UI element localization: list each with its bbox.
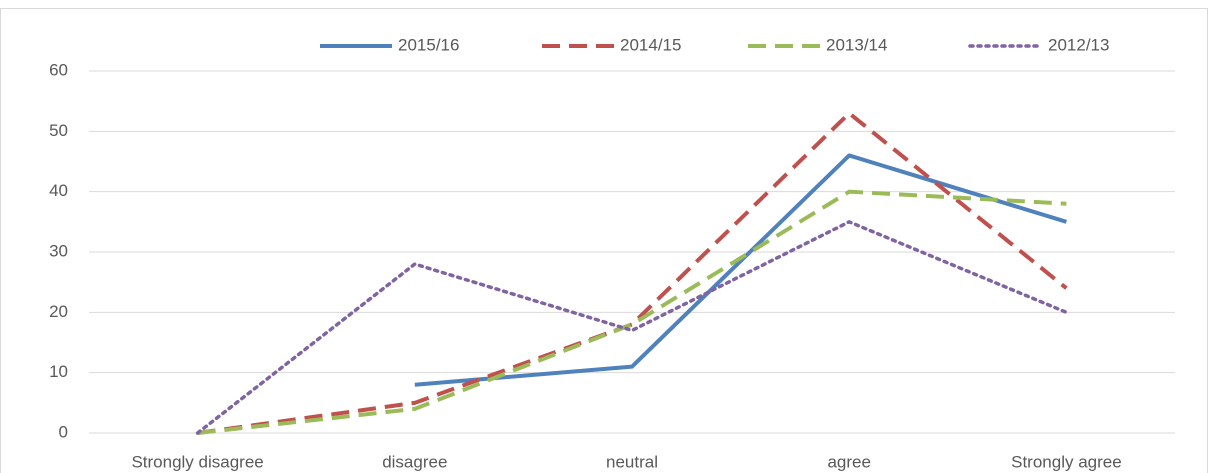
x-tick-label: neutral bbox=[606, 452, 658, 471]
legend-label: 2015/16 bbox=[398, 35, 459, 54]
series-line bbox=[197, 189, 1067, 435]
y-tick-label: 60 bbox=[49, 60, 68, 79]
series-line bbox=[414, 153, 1067, 387]
legend-label: 2012/13 bbox=[1048, 35, 1109, 54]
y-tick-label: 40 bbox=[49, 181, 68, 200]
x-tick-label: Strongly agree bbox=[1011, 452, 1122, 471]
series-line bbox=[197, 111, 1068, 435]
x-tick-label: Strongly disagree bbox=[131, 452, 263, 471]
legend-label: 2014/15 bbox=[620, 35, 681, 54]
x-tick-label: disagree bbox=[382, 452, 447, 471]
y-tick-label: 30 bbox=[49, 241, 68, 260]
y-tick-label: 20 bbox=[49, 302, 68, 321]
legend-label: 2013/14 bbox=[826, 35, 887, 54]
chart-frame bbox=[0, 8, 1208, 473]
y-tick-label: 10 bbox=[49, 362, 68, 381]
y-tick-label: 50 bbox=[49, 121, 68, 140]
x-tick-label: agree bbox=[827, 452, 870, 471]
y-tick-label: 0 bbox=[59, 422, 68, 441]
series-line bbox=[195, 220, 1069, 435]
